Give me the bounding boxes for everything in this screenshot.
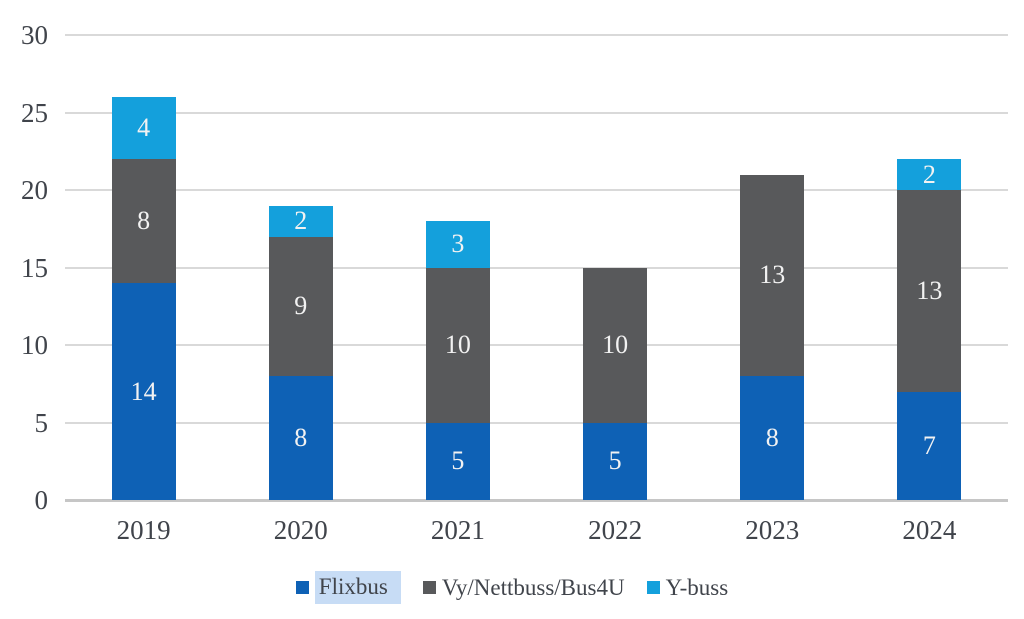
- x-tick-label-2021: 2021: [430, 515, 485, 545]
- bar-segment-vy-nettbuss-bus4u-2019[interactable]: 8: [111, 159, 176, 283]
- bar-segment-vy-nettbuss-bus4u-2022[interactable]: 10: [583, 267, 648, 423]
- y-tick-label-5: 5: [34, 407, 49, 438]
- legend-label-y-buss: Y-buss: [665, 574, 729, 600]
- bar-segment-flixbus-2024[interactable]: 7: [897, 391, 962, 500]
- y-tick-label-10: 10: [21, 330, 48, 360]
- gridline-10: [65, 344, 1008, 346]
- legend-label-vy-nettbuss-bus4u: Vy/Nettbuss/Bus4U: [441, 574, 625, 600]
- y-tick-label-20: 20: [21, 175, 48, 205]
- bar-segment-flixbus-2022[interactable]: 5: [583, 422, 648, 500]
- x-axis-line: [65, 499, 1008, 502]
- legend-item-vy-nettbuss-bus4u[interactable]: Vy/Nettbuss/Bus4U: [422, 574, 625, 602]
- bar-segment-vy-nettbuss-bus4u-2023[interactable]: 13: [740, 174, 805, 376]
- bar-segment-flixbus-2020[interactable]: 8: [268, 376, 333, 500]
- bar-value-label: 5: [451, 446, 465, 476]
- bar-segment-vy-nettbuss-bus4u-2020[interactable]: 9: [268, 236, 333, 376]
- bar-value-label: 3: [451, 229, 465, 259]
- legend-swatch-vy-nettbuss-bus4u: [422, 580, 436, 594]
- bar-segment-vy-nettbuss-bus4u-2024[interactable]: 13: [897, 190, 962, 392]
- y-tick-label-15: 15: [21, 252, 48, 283]
- legend: Flixbus Vy/Nettbuss/Bus4U Y-buss: [0, 571, 1024, 604]
- bar-value-label: 4: [137, 113, 151, 142]
- bar-segment-y-buss-2024[interactable]: 2: [897, 159, 962, 190]
- gridline-20: [65, 189, 1008, 191]
- gridline-30: [65, 34, 1008, 36]
- legend-item-flixbus[interactable]: Flixbus: [295, 571, 401, 604]
- bar-segment-flixbus-2023[interactable]: 8: [740, 376, 805, 500]
- bar-segment-vy-nettbuss-bus4u-2021[interactable]: 10: [425, 267, 490, 423]
- bar-value-label: 8: [137, 206, 151, 235]
- bar-segment-y-buss-2021[interactable]: 3: [425, 221, 490, 268]
- bar-segment-flixbus-2019[interactable]: 14: [111, 283, 176, 500]
- y-tick-label-0: 0: [34, 485, 49, 515]
- bar-value-label: 10: [602, 330, 629, 359]
- x-tick-label-2020: 2020: [273, 515, 328, 545]
- bar-value-label: 7: [922, 430, 936, 460]
- bar-value-label: 5: [608, 446, 622, 476]
- legend-swatch-flixbus: [295, 580, 309, 594]
- y-tick-label-25: 25: [21, 97, 48, 128]
- x-tick-label-2019: 2019: [116, 515, 171, 545]
- gridline-15: [65, 266, 1008, 269]
- bar-segment-y-buss-2019[interactable]: 4: [111, 97, 176, 159]
- bar-value-label: 8: [765, 423, 779, 452]
- bar-value-label: 13: [916, 275, 943, 305]
- bar-value-label: 2: [294, 206, 308, 235]
- x-tick-label-2022: 2022: [588, 515, 643, 545]
- legend-label-flixbus: Flixbus: [314, 571, 401, 604]
- legend-item-y-buss[interactable]: Y-buss: [646, 574, 729, 602]
- bar-segment-y-buss-2020[interactable]: 2: [268, 205, 333, 237]
- x-tick-label-2024: 2024: [902, 515, 957, 545]
- bar-value-label: 13: [759, 260, 786, 290]
- bar-value-label: 9: [294, 291, 308, 321]
- y-tick-label-30: 30: [21, 20, 48, 50]
- bar-segment-flixbus-2021[interactable]: 5: [425, 422, 490, 500]
- gridline-25: [65, 111, 1008, 114]
- bar-value-label: 14: [130, 376, 157, 406]
- bar-value-label: 8: [294, 423, 308, 452]
- bar-value-label: 2: [922, 159, 936, 189]
- bar-value-label: 10: [444, 330, 471, 359]
- legend-swatch-y-buss: [646, 580, 660, 594]
- gridline-5: [65, 421, 1008, 424]
- x-tick-label-2023: 2023: [745, 515, 800, 545]
